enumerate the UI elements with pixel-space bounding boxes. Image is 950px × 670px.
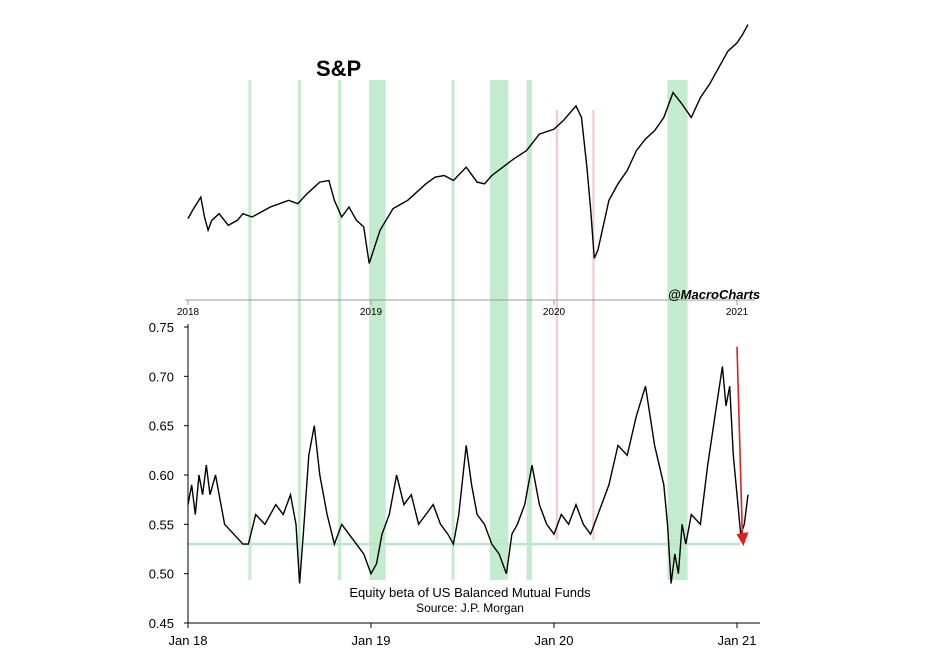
beta-y-tick-label-0.55: 0.55 [149, 517, 174, 532]
chart-annotation-title: Equity beta of US Balanced Mutual Funds [349, 585, 591, 600]
sp-chart [187, 24, 749, 264]
beta-chart [187, 346, 749, 584]
axes: 2018 2019 2020 2021 0.75 0.70 0.65 0.60 0.55 0.50… [149, 299, 760, 648]
sp-price-line [187, 24, 749, 264]
sp-x-tick-label-2019: 2019 [360, 307, 383, 318]
sp-chart-title: S&P [316, 56, 362, 81]
sp-x-tick-label-2021: 2021 [726, 307, 749, 318]
author-handle: @MacroCharts [668, 287, 761, 302]
sp-x-tick-label-2020: 2020 [543, 307, 566, 318]
downtrend-arrow-head [736, 532, 749, 547]
beta-x-tick-label-1: Jan 19 [351, 633, 390, 648]
shaded-period-green-2 [338, 80, 342, 580]
shaded-period-green-5 [489, 80, 509, 580]
beta-x-tick-label-0: Jan 18 [168, 633, 207, 648]
shaded-period-green-3 [369, 80, 386, 580]
beta-y-tick-label-0.50: 0.50 [149, 567, 174, 582]
beta-y-tick-label-0.70: 0.70 [149, 369, 174, 384]
shaded-period-green-1 [297, 80, 301, 580]
equity-beta-line [187, 366, 749, 584]
chart-annotation-source: Source: J.P. Morgan [416, 601, 524, 615]
beta-x-tick-label-3: Jan 21 [717, 633, 756, 648]
shaded-periods [248, 80, 688, 580]
shaded-period-green-4 [451, 80, 455, 580]
sp-x-tick-label-2018: 2018 [177, 307, 200, 318]
beta-x-tick-label-2: Jan 20 [534, 633, 573, 648]
downtrend-arrow-line [736, 346, 744, 539]
shaded-period-green-6 [526, 80, 533, 580]
beta-y-tick-label-0.60: 0.60 [149, 468, 174, 483]
beta-y-tick-label-0.45: 0.45 [149, 616, 174, 631]
beta-y-tick-label-0.75: 0.75 [149, 320, 174, 335]
shaded-period-green-0 [248, 80, 252, 580]
shaded-period-red-1 [592, 110, 595, 540]
beta-y-tick-label-0.65: 0.65 [149, 419, 174, 434]
shaded-period-red-0 [555, 110, 558, 540]
shaded-period-green-7 [667, 80, 688, 580]
